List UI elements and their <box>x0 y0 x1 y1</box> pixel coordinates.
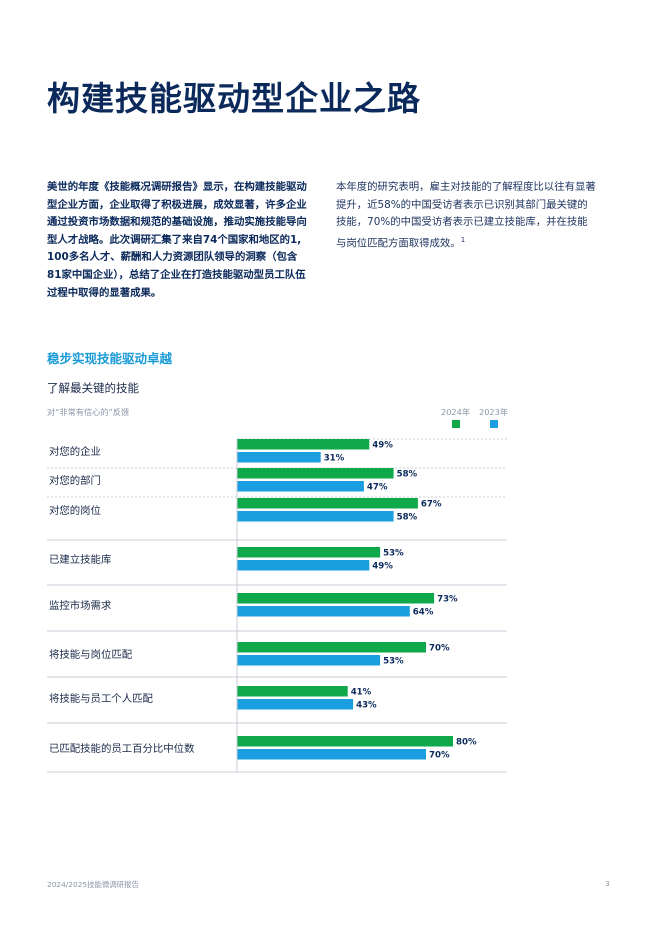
data-label-2023: 31% <box>324 454 345 464</box>
bar-2024 <box>237 468 394 479</box>
page-number: 3 <box>605 879 610 888</box>
bar-2023 <box>237 606 410 617</box>
data-label-2023: 64% <box>413 608 434 618</box>
section-title: 稳步实现技能驱动卓越 <box>47 351 173 366</box>
data-label-2023: 43% <box>356 701 377 711</box>
category-label: 已建立技能库 <box>49 553 111 566</box>
category-label: 将技能与员工个人匹配 <box>49 692 154 705</box>
legend-swatch-2024 <box>452 420 460 428</box>
bar-2024 <box>237 439 370 450</box>
intro-paragraph-left: 美世的年度《技能概况调研报告》显示，在构建技能驱动型企业方面，企业取得了积极进展… <box>47 181 307 299</box>
legend-swatch-2023 <box>490 420 498 428</box>
bar-2024 <box>237 547 381 558</box>
bar-2023 <box>237 452 321 463</box>
data-label-2024: 67% <box>421 500 442 510</box>
category-label: 对您的部门 <box>49 474 101 487</box>
data-label-2023: 53% <box>383 657 404 667</box>
bar-2023 <box>237 511 394 522</box>
bar-2023 <box>237 481 364 492</box>
bar-2023 <box>237 699 354 710</box>
category-label: 对您的岗位 <box>49 504 101 517</box>
chart-subtitle: 对“非常有信心的”反馈 <box>47 407 130 417</box>
data-label-2023: 47% <box>367 483 388 493</box>
data-label-2024: 41% <box>351 688 372 698</box>
bar-2024 <box>237 593 435 604</box>
data-label-2024: 53% <box>383 549 404 559</box>
intro-paragraph-right: 本年度的研究表明，雇主对技能的了解程度比以往有显著提升，近58%的中国受访者表示… <box>336 179 598 253</box>
bar-2024 <box>237 498 418 509</box>
data-label-2024: 80% <box>456 738 477 748</box>
category-label: 对您的企业 <box>49 445 101 458</box>
bar-2023 <box>237 749 426 760</box>
bar-2024 <box>237 736 453 747</box>
data-label-2024: 73% <box>437 595 458 605</box>
page-title: 构建技能驱动型企业之路 <box>47 79 421 118</box>
bar-2024 <box>237 686 348 697</box>
category-label: 将技能与岗位匹配 <box>49 648 133 661</box>
footnote-marker: 1 <box>460 235 466 244</box>
footer-report-name: 2024/2025技能微调研报告 <box>47 880 139 889</box>
intro-right-text: 本年度的研究表明，雇主对技能的了解程度比以往有显著提升，近58%的中国受访者表示… <box>336 181 596 250</box>
data-label-2023: 49% <box>372 562 393 572</box>
data-label-2024: 49% <box>372 441 393 451</box>
category-label: 监控市场需求 <box>49 599 112 612</box>
data-label-2024: 58% <box>397 470 418 480</box>
chart-title: 了解最关键的技能 <box>47 381 139 395</box>
bar-2023 <box>237 560 370 571</box>
bar-2024 <box>237 642 426 653</box>
bar-2023 <box>237 655 381 666</box>
category-label: 已匹配技能的员工百分比中位数 <box>49 742 195 755</box>
legend-label-2023: 2023年 <box>479 407 509 417</box>
data-label-2023: 70% <box>429 751 450 761</box>
data-label-2024: 70% <box>429 644 450 654</box>
data-label-2023: 58% <box>397 513 418 523</box>
legend-label-2024: 2024年 <box>441 407 471 417</box>
